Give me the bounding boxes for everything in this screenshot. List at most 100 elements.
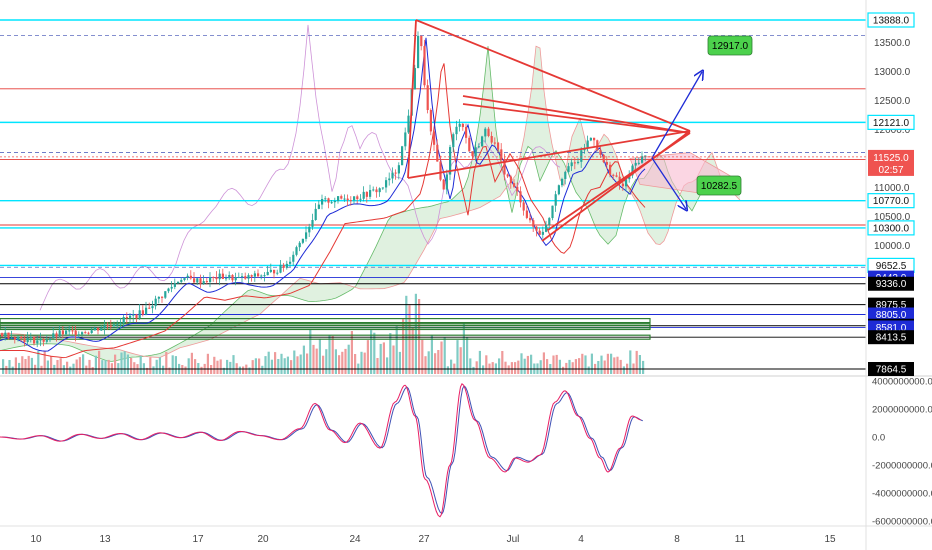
candle-body — [196, 278, 199, 283]
candle-body — [42, 338, 45, 342]
volume-bars — [2, 293, 645, 374]
candle-body — [1, 333, 4, 337]
candle-body — [49, 338, 52, 341]
candle-body — [17, 336, 20, 340]
time-tick-label: 20 — [257, 534, 269, 545]
volume-bar — [11, 366, 14, 374]
volume-bar — [581, 353, 584, 374]
target-label: 12917.0 — [712, 41, 749, 52]
volume-bar — [123, 351, 126, 374]
candle-body — [269, 269, 272, 272]
wedge-upper-line-2 — [462, 103, 691, 134]
candle-body — [292, 254, 295, 262]
time-tick-label: 8 — [674, 534, 680, 545]
volume-bar — [587, 366, 590, 374]
price-tick-label: 10500.0 — [874, 212, 911, 223]
candle-body — [372, 189, 375, 191]
volume-bar — [251, 360, 254, 374]
candle-body — [13, 337, 16, 340]
volume-bar — [107, 359, 110, 374]
volume-bar — [53, 364, 56, 374]
candle-body — [119, 322, 122, 325]
volume-bar — [120, 352, 123, 374]
volume-bar — [347, 344, 350, 374]
volume-bar — [379, 343, 382, 374]
candle-body — [266, 271, 269, 276]
candle-body — [413, 68, 416, 90]
candle-body — [433, 131, 436, 145]
volume-bar — [248, 367, 251, 374]
support-zone — [0, 317, 651, 324]
volume-bar — [130, 358, 133, 374]
candle-body — [135, 314, 138, 319]
volume-bar — [222, 367, 225, 374]
candle-body — [321, 199, 324, 205]
volume-bar — [293, 350, 296, 374]
candle-body — [52, 333, 55, 339]
volume-bar — [219, 359, 222, 374]
time-axis: 10 13 17 20 24 27 Jul 4 8 11 15 — [0, 525, 932, 545]
volume-bar — [264, 356, 267, 374]
volume-bar — [382, 342, 385, 374]
volume-bar — [411, 327, 414, 374]
candle-body — [276, 272, 279, 274]
candle-body — [186, 275, 189, 278]
volume-bar — [469, 358, 472, 374]
candle-body — [346, 198, 349, 201]
volume-bar — [392, 345, 395, 374]
volume-bar — [366, 340, 369, 374]
volume-bar — [328, 335, 331, 374]
candle-body — [237, 276, 240, 278]
time-tick-label: 4 — [578, 534, 584, 545]
target-label-box — [707, 35, 753, 56]
volume-bar — [517, 360, 520, 374]
candle-body — [503, 159, 506, 175]
candle-body — [522, 202, 525, 211]
time-tick-label: 10 — [30, 534, 42, 545]
volume-bar — [104, 360, 107, 374]
candle-body — [33, 337, 36, 344]
candle-body — [145, 307, 148, 315]
level-price-label: 8975.5 — [876, 300, 907, 311]
candle-body — [4, 332, 7, 337]
volume-bar — [306, 353, 309, 374]
candle-body — [644, 155, 647, 157]
price-tick-label: 13500.0 — [874, 38, 911, 49]
volume-bar — [261, 365, 264, 374]
price-tick-label: 11000.0 — [874, 183, 910, 194]
candle-body — [397, 165, 400, 174]
candle-body — [257, 273, 260, 277]
candle-body — [513, 183, 516, 187]
candle-body — [573, 162, 576, 164]
candle-body — [151, 306, 154, 309]
candle-body — [468, 137, 471, 152]
candle-body — [122, 317, 125, 323]
candle-body — [68, 330, 71, 332]
volume-bar — [146, 367, 149, 374]
candle-body — [279, 264, 282, 273]
volume-bar — [334, 349, 337, 374]
candle-body — [311, 219, 314, 227]
volume-bar — [498, 358, 501, 374]
volume-bar — [443, 337, 446, 374]
volume-bar — [370, 330, 373, 374]
level-price-tag — [868, 362, 914, 376]
volume-bar — [376, 358, 379, 374]
candle-body — [628, 175, 631, 180]
level-price-tag — [867, 193, 915, 209]
volume-bar — [155, 359, 158, 374]
volume-bar — [274, 352, 277, 374]
candle-body — [586, 140, 589, 149]
oscillator-fast-line — [0, 383, 641, 518]
candle-body — [391, 172, 394, 179]
candle-body — [26, 337, 29, 343]
candle-body — [141, 310, 144, 315]
candle-body — [285, 263, 288, 268]
candlesticks — [1, 31, 647, 348]
candle-body — [125, 317, 128, 319]
level-price-label: 12121.0 — [873, 118, 910, 129]
candle-body — [205, 281, 208, 283]
volume-bar — [40, 365, 43, 374]
